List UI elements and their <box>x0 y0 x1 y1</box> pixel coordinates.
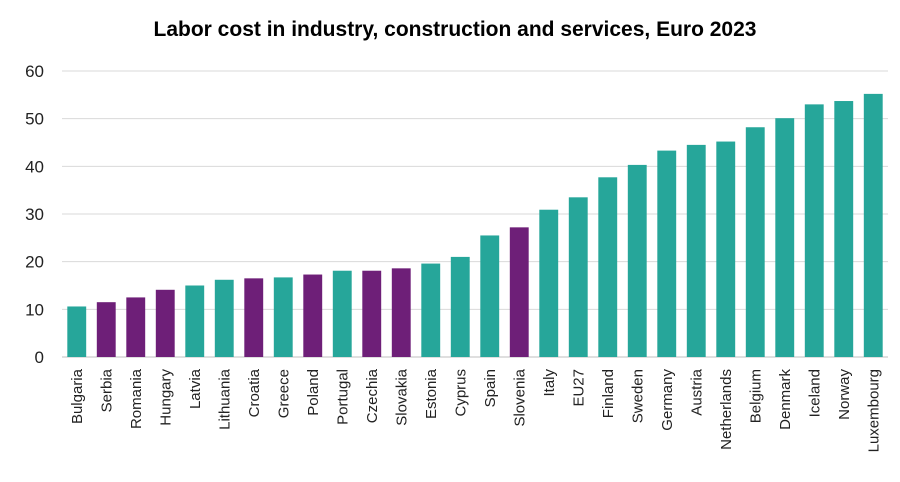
bar-finland <box>598 177 618 357</box>
x-tick-label: Latvia <box>187 368 204 409</box>
y-tick-label: 50 <box>25 110 44 129</box>
x-tick-label: Finland <box>600 369 617 418</box>
x-tick-label: Hungary <box>157 369 174 426</box>
x-tick-label: Luxembourg <box>865 369 882 452</box>
x-axis-labels: Bulgaria Serbia Romania Hungary Latvia Lithua… <box>69 368 883 452</box>
bar-romania <box>126 297 146 357</box>
x-tick-label: Italy <box>541 369 558 397</box>
bar-bulgaria <box>67 306 87 357</box>
x-tick-label: Greece <box>275 369 292 418</box>
x-tick-label: Czechia <box>364 368 381 423</box>
x-tick-label: Slovakia <box>393 368 410 425</box>
x-tick-label: Spain <box>482 369 499 407</box>
bar-austria <box>686 144 706 357</box>
x-tick-label: Iceland <box>806 369 823 417</box>
bar-serbia <box>96 302 116 357</box>
bar-lithuania <box>214 279 234 357</box>
x-tick-label: Croatia <box>246 368 263 417</box>
y-tick-label: 0 <box>35 348 44 367</box>
bar-spain <box>480 235 500 357</box>
x-tick-label: Cyprus <box>452 369 469 417</box>
x-tick-label: Bulgaria <box>69 368 86 424</box>
x-tick-label: Romania <box>128 368 145 429</box>
bar-italy <box>539 209 559 357</box>
bar-poland <box>303 274 323 357</box>
y-tick-label: 60 <box>25 62 44 81</box>
bar-iceland <box>804 104 824 357</box>
bar-eu27 <box>568 197 588 357</box>
x-tick-label: Norway <box>836 369 853 420</box>
x-tick-label: Slovenia <box>511 368 528 426</box>
bar-luxembourg <box>863 93 883 357</box>
x-tick-label: Portugal <box>334 369 351 425</box>
y-tick-label: 10 <box>25 300 44 319</box>
y-axis-ticks: 0 10 20 30 40 50 60 <box>25 62 44 367</box>
x-tick-label: Serbia <box>98 368 115 412</box>
y-tick-label: 40 <box>25 157 44 176</box>
bar-portugal <box>332 270 352 357</box>
bar-slovakia <box>391 268 411 357</box>
x-tick-label: EU27 <box>570 369 587 407</box>
bar-slovenia <box>509 227 529 357</box>
x-tick-label: Poland <box>305 369 322 416</box>
x-tick-label: Sweden <box>629 369 646 423</box>
x-tick-label: Estonia <box>423 368 440 419</box>
y-tick-label: 30 <box>25 205 44 224</box>
x-tick-label: Austria <box>688 368 705 415</box>
bar-latvia <box>185 285 205 357</box>
bar-germany <box>657 150 677 357</box>
x-tick-label: Netherlands <box>718 369 735 450</box>
x-tick-label: Belgium <box>747 369 764 423</box>
bar-cyprus <box>450 256 470 357</box>
x-tick-label: Germany <box>659 369 676 431</box>
bar-estonia <box>421 263 441 357</box>
bar-hungary <box>155 289 175 357</box>
bars <box>67 93 883 357</box>
bar-denmark <box>775 118 795 357</box>
bar-belgium <box>745 127 765 357</box>
x-tick-label: Lithuania <box>216 368 233 430</box>
bar-croatia <box>244 278 264 357</box>
bar-czechia <box>362 270 382 357</box>
y-tick-label: 20 <box>25 253 44 272</box>
chart-title: Labor cost in industry, construction and… <box>153 18 757 41</box>
bar-greece <box>273 277 293 357</box>
bar-netherlands <box>716 141 736 357</box>
bar-norway <box>834 101 854 357</box>
x-tick-label: Denmark <box>777 369 794 430</box>
bar-sweden <box>627 164 647 357</box>
